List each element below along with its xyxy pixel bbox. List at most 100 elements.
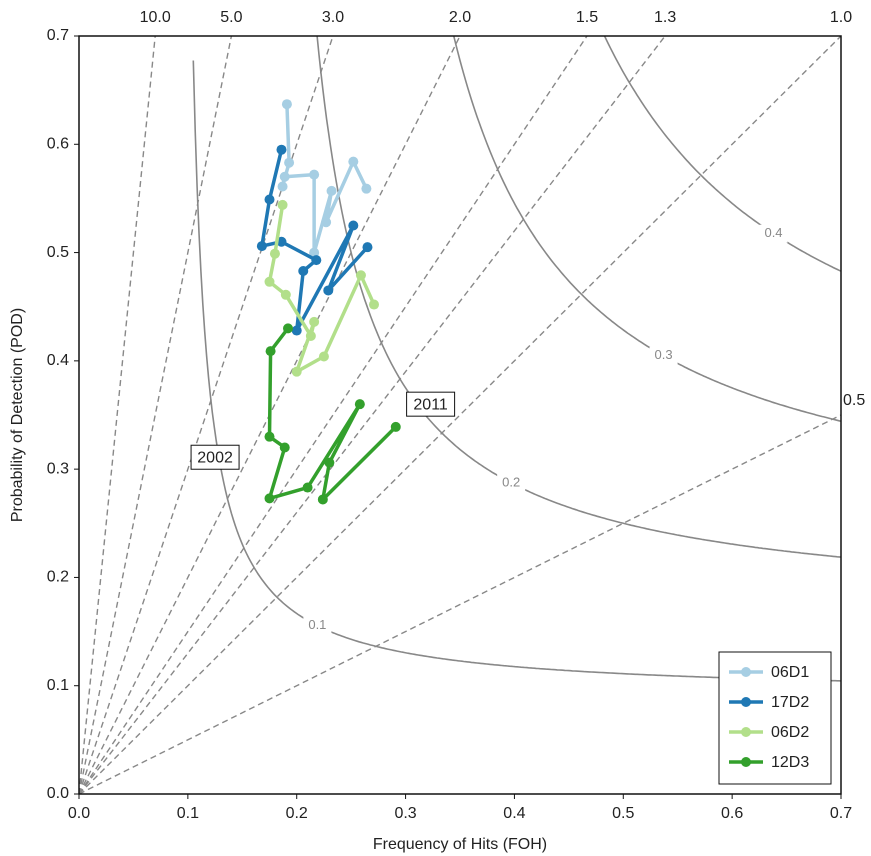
series-point: [309, 316, 320, 327]
bias-label: 1.3: [654, 9, 676, 26]
annotation-box: [406, 391, 456, 417]
series-point: [361, 183, 372, 194]
y-tick-label: 0.4: [47, 352, 69, 369]
annotation-box: [190, 444, 240, 470]
y-tick-label: 0.3: [47, 460, 69, 477]
csi-label: 0.3: [655, 347, 673, 362]
series-point: [277, 199, 288, 210]
y-tick-label: 0.6: [47, 136, 69, 153]
series-point: [265, 346, 276, 357]
csi-label: 0.4: [764, 225, 782, 240]
legend-label: 12D3: [771, 754, 809, 771]
series-point: [317, 494, 328, 505]
series-point: [298, 265, 309, 276]
x-tick-label: 0.2: [286, 805, 308, 822]
series-point: [324, 457, 335, 468]
bias-label: 0.5: [843, 392, 865, 409]
series-point: [355, 270, 366, 281]
series-point: [291, 325, 302, 336]
series-point: [362, 242, 373, 253]
series-point: [284, 157, 295, 168]
annotation-text: 2011: [413, 396, 448, 413]
y-tick-label: 0.0: [47, 785, 69, 802]
series-point: [302, 482, 313, 493]
series-point: [323, 285, 334, 296]
x-axis-label: Frequency of Hits (FOH): [373, 836, 547, 853]
bias-line: [79, 36, 334, 794]
y-tick-label: 0.2: [47, 569, 69, 586]
legend-marker: [741, 667, 751, 677]
series-point: [354, 399, 365, 410]
bias-line: [79, 36, 156, 794]
x-tick-label: 0.5: [612, 805, 634, 822]
plot-frame: [78, 35, 842, 795]
bias-line: [79, 36, 588, 794]
csi-label: 0.1: [308, 617, 326, 632]
series-point: [264, 431, 275, 442]
series-point: [283, 323, 294, 334]
x-tick-label: 0.3: [394, 805, 416, 822]
legend-label: 06D2: [771, 724, 809, 741]
series-point: [348, 220, 359, 231]
series-point: [369, 299, 380, 310]
csi-contour: [603, 36, 841, 272]
series-line: [260, 149, 369, 333]
csi-label-bg: [303, 616, 332, 635]
x-tick-label: 0.7: [830, 805, 852, 822]
csi-label-bg: [649, 346, 678, 365]
y-axis-label: Probability of Detection (POD): [9, 308, 26, 522]
annotation-text: 2002: [197, 449, 233, 466]
series-point: [264, 194, 275, 205]
series-point: [291, 366, 302, 377]
series-point: [280, 289, 291, 300]
legend-label: 06D1: [771, 664, 809, 681]
x-tick-label: 0.4: [503, 805, 525, 822]
series-point: [269, 248, 280, 259]
y-tick-label: 0.1: [47, 677, 69, 694]
bias-label: 10.0: [140, 9, 171, 26]
bias-line: [79, 414, 841, 794]
bias-label: 1.5: [576, 9, 598, 26]
series-line: [267, 204, 376, 374]
series-point: [309, 169, 320, 180]
series-point: [326, 185, 337, 196]
bias-line: [79, 36, 841, 794]
series-point: [276, 236, 287, 247]
x-tick-label: 0.6: [721, 805, 743, 822]
legend-marker: [741, 727, 751, 737]
y-tick-label: 0.5: [47, 244, 69, 261]
bias-label: 1.0: [830, 9, 852, 26]
series-point: [279, 442, 290, 453]
csi-contour: [452, 36, 841, 422]
csi-label-bg: [759, 224, 788, 243]
y-tick-label: 0.7: [47, 27, 69, 44]
x-tick-label: 0.0: [68, 805, 90, 822]
csi-label-bg: [497, 473, 526, 492]
legend-marker: [741, 697, 751, 707]
series-point: [264, 493, 275, 504]
bias-label: 2.0: [449, 9, 471, 26]
bias-line: [79, 36, 666, 794]
series-line: [267, 327, 398, 502]
series-point: [390, 421, 401, 432]
legend-label: 17D2: [771, 694, 809, 711]
csi-contour: [316, 36, 841, 558]
x-tick-label: 0.1: [177, 805, 199, 822]
csi-label: 0.2: [502, 474, 520, 489]
series-point: [281, 99, 292, 110]
series-point: [256, 241, 267, 252]
series-point: [276, 144, 287, 155]
bias-line: [79, 36, 233, 794]
series-point: [305, 330, 316, 341]
series-point: [321, 217, 332, 228]
legend-marker: [741, 757, 751, 767]
series-point: [309, 247, 320, 258]
bias-label: 3.0: [322, 9, 344, 26]
series-point: [264, 276, 275, 287]
bias-label: 5.0: [220, 9, 242, 26]
series-point: [279, 171, 290, 182]
series-point: [318, 351, 329, 362]
series-point: [277, 181, 288, 192]
series-point: [348, 156, 359, 167]
